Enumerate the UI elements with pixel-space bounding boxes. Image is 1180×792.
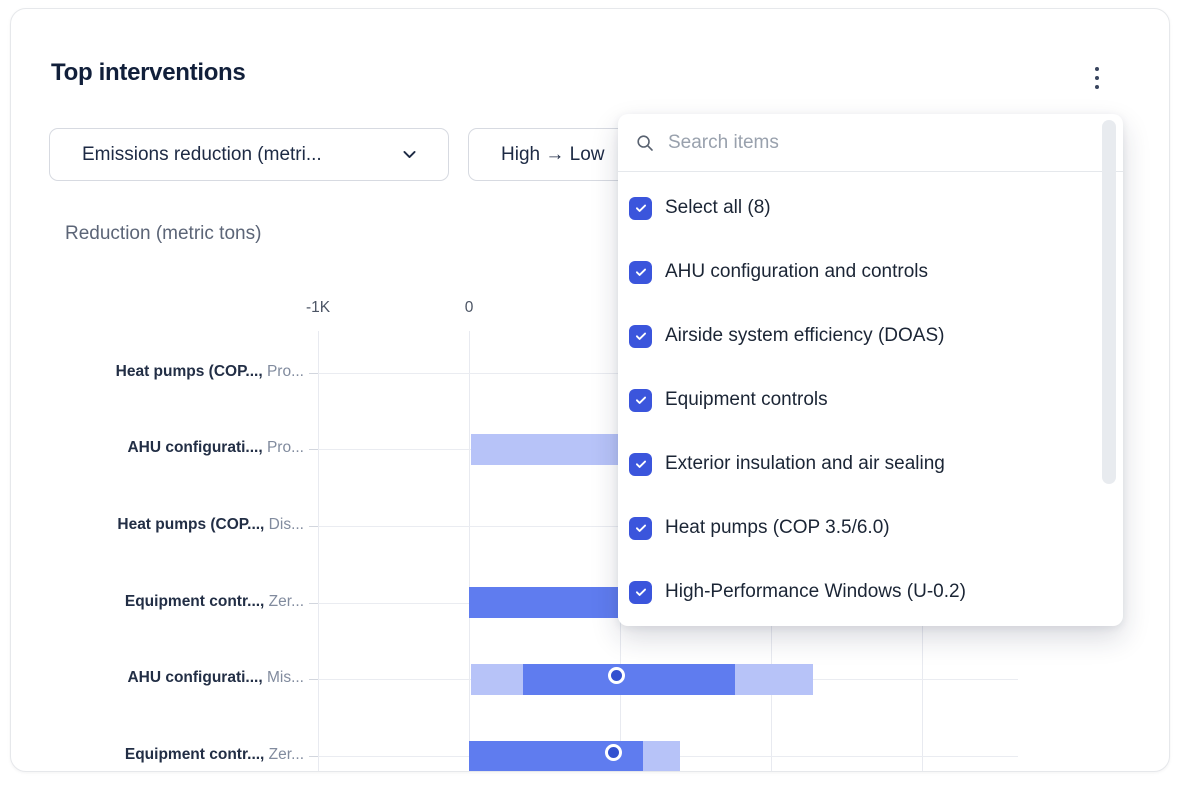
search-icon — [637, 134, 653, 151]
row-label: Equipment contr..., Zer... — [34, 746, 304, 764]
row-label-scenario: Zer... — [264, 592, 304, 610]
row-label-name: Equipment contr..., — [124, 592, 265, 610]
checkbox-checked-icon[interactable] — [629, 196, 652, 220]
row-label-name: AHU configurati..., — [127, 669, 263, 687]
top-interventions-card: Top interventions Emissions reduction (m… — [10, 8, 1170, 772]
row-label: Heat pumps (COP..., Dis... — [34, 516, 304, 534]
menu-item-label: Exterior insulation and air sealing — [665, 453, 945, 474]
menu-item[interactable]: High-Performance Windows (U-0.2) — [618, 560, 1088, 624]
checkbox-checked-icon[interactable] — [629, 580, 652, 604]
menu-item[interactable]: Equipment controls — [618, 368, 1088, 432]
row-label: AHU configurati..., Pro... — [34, 439, 304, 457]
row-label-scenario: Dis... — [264, 515, 304, 533]
metric-dropdown-value: Emissions reduction (metri... — [82, 143, 322, 165]
card-title: Top interventions — [51, 59, 246, 86]
range-bar-segment[interactable] — [470, 663, 524, 695]
menu-item-label: Select all (8) — [665, 197, 771, 218]
x-gridline — [469, 331, 470, 771]
row-tick — [309, 525, 318, 527]
menu-search-row — [618, 114, 1123, 171]
menu-item[interactable]: Select all (8) — [618, 176, 1088, 240]
row-label: Heat pumps (COP..., Pro... — [34, 363, 304, 381]
menu-item-label: High-Performance Windows (U-0.2) — [665, 581, 966, 602]
row-label-scenario: Pro... — [262, 439, 304, 457]
menu-items-list: Select all (8) AHU configuration and cont… — [618, 176, 1088, 624]
metric-dropdown[interactable]: Emissions reduction (metri... — [49, 128, 449, 181]
row-label: Equipment contr..., Zer... — [34, 593, 304, 611]
checkbox-checked-icon[interactable] — [629, 452, 652, 476]
kebab-menu-button[interactable] — [1079, 57, 1115, 99]
range-bar-segment[interactable] — [734, 663, 814, 695]
filter-dropdown-menu: Select all (8) AHU configuration and cont… — [618, 114, 1123, 626]
range-bar-segment[interactable] — [470, 433, 618, 465]
menu-item-label: AHU configuration and controls — [665, 261, 928, 282]
row-label-name: Heat pumps (COP..., — [117, 515, 265, 533]
chart-axis-title: Reduction (metric tons) — [65, 223, 262, 244]
row-label-name: Equipment contr..., — [124, 746, 265, 763]
row-label-scenario: Pro... — [262, 362, 304, 380]
median-marker[interactable] — [605, 744, 622, 761]
checkbox-checked-icon[interactable] — [629, 260, 652, 284]
range-bar-segment[interactable] — [642, 740, 681, 771]
plot-area — [309, 331, 1018, 771]
menu-item[interactable]: Exterior insulation and air sealing — [618, 432, 1088, 496]
menu-separator — [618, 171, 1123, 172]
range-bar-segment[interactable] — [523, 663, 735, 695]
checkbox-checked-icon[interactable] — [629, 324, 652, 348]
menu-item[interactable]: AHU configuration and controls — [618, 240, 1088, 304]
checkbox-checked-icon[interactable] — [629, 516, 652, 540]
row-label-name: Heat pumps (COP..., — [115, 362, 263, 380]
search-input[interactable] — [668, 131, 1048, 154]
x-gridline — [318, 331, 319, 771]
row-tick — [309, 756, 318, 757]
row-tick — [309, 679, 318, 681]
menu-scrollbar-thumb[interactable] — [1102, 120, 1116, 484]
checkbox-checked-icon[interactable] — [629, 388, 652, 412]
row-tick — [309, 372, 318, 374]
menu-item-label: Heat pumps (COP 3.5/6.0) — [665, 517, 890, 538]
range-bar-segment[interactable] — [469, 587, 618, 619]
median-marker[interactable] — [608, 667, 625, 685]
menu-item[interactable]: Heat pumps (COP 3.5/6.0) — [618, 496, 1088, 560]
menu-item-label: Airside system efficiency (DOAS) — [665, 325, 945, 346]
sort-dropdown-value: High → Low — [501, 143, 605, 165]
x-axis-tick-label: -1K — [305, 299, 331, 316]
kebab-vertical-icon — [1095, 67, 1099, 71]
row-label: AHU configurati..., Mis... — [34, 669, 304, 687]
chevron-down-icon — [401, 146, 418, 163]
menu-item[interactable]: Airside system efficiency (DOAS) — [618, 304, 1088, 368]
row-label-scenario: Mis... — [262, 669, 304, 687]
row-tick — [309, 602, 318, 604]
row-tick — [309, 449, 318, 451]
row-label-name: AHU configurati..., — [127, 439, 263, 457]
row-label-scenario: Zer... — [264, 746, 304, 763]
menu-item-label: Equipment controls — [665, 389, 828, 410]
x-axis-tick-label: 0 — [464, 299, 474, 316]
